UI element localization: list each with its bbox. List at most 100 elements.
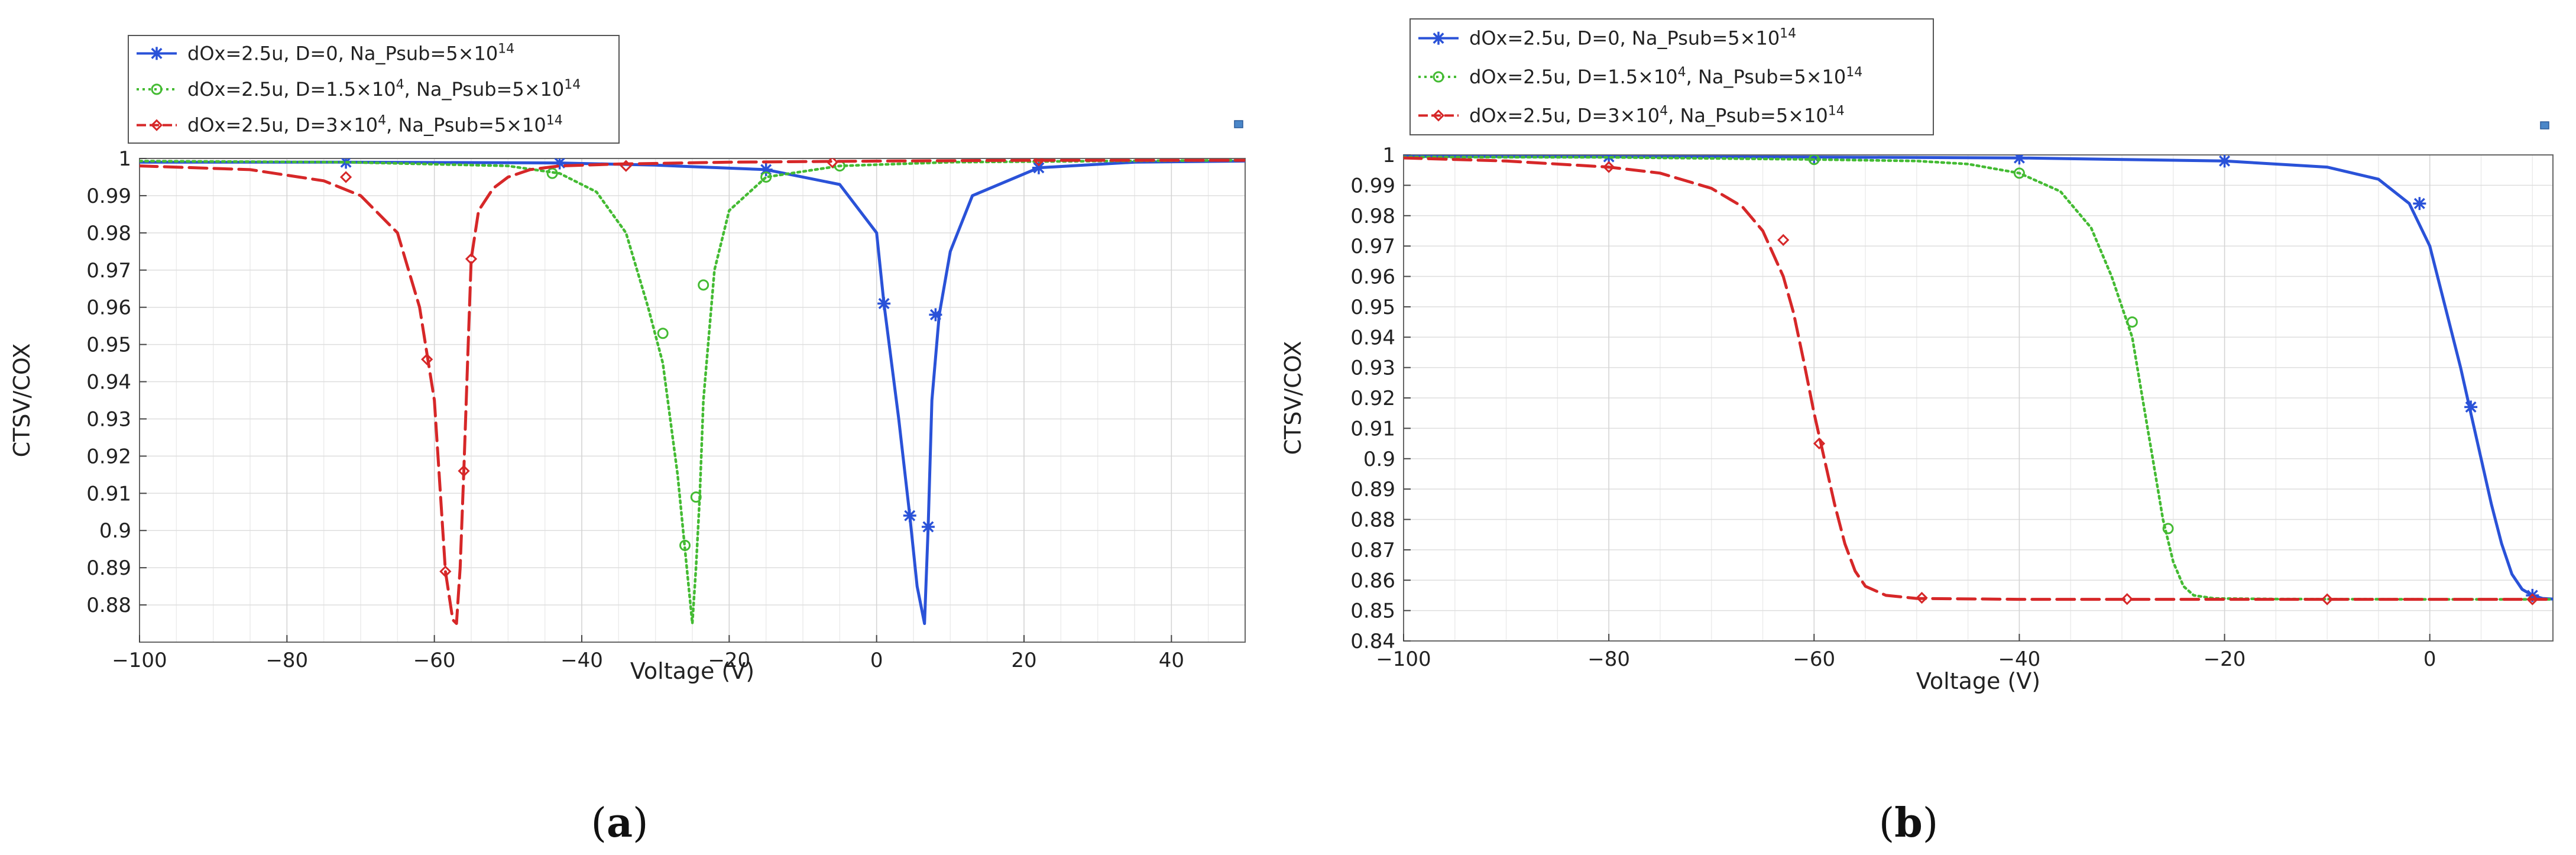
y-tick-label: 0.95 (86, 333, 131, 357)
y-tick-label: 0.88 (86, 594, 131, 617)
series-3 (140, 158, 1245, 625)
legend-marker (1432, 31, 1445, 45)
y-axis-label: CTSV/COX (1280, 341, 1306, 455)
series-marker-3 (421, 353, 433, 365)
series-marker-3 (1603, 161, 1615, 173)
legend-marker (1432, 109, 1445, 122)
panel-caption: (b) (1879, 799, 1939, 847)
y-tick-label: 0.92 (1350, 387, 1395, 410)
series-marker-1 (2413, 197, 2426, 210)
y-tick-label: 0.97 (86, 259, 131, 283)
legend: dOx=2.5u, D=0, Na_Psub=5×1014 dOx=2.5u, D… (1409, 18, 1934, 135)
y-tick-label: 0.94 (1350, 326, 1395, 349)
legend-box (1409, 18, 1934, 135)
y-tick-label: 0.91 (1350, 417, 1395, 441)
series-line-1 (140, 159, 1245, 625)
series-marker-3 (1032, 158, 1045, 167)
x-tick-label: −80 (265, 649, 308, 672)
series-marker-2 (657, 328, 669, 339)
series-marker-2 (1808, 155, 1820, 166)
series-marker-2 (2013, 167, 2025, 179)
series-line-3 (1404, 156, 2553, 601)
series-marker-1 (2013, 155, 2026, 165)
x-tick-label: −20 (2204, 647, 2246, 671)
x-tick-label: −100 (112, 649, 167, 672)
y-tick-label: 0.92 (86, 445, 131, 468)
y-tick-label: 0.93 (1350, 357, 1395, 380)
series-marker-1 (2218, 155, 2231, 168)
series-marker-2 (2126, 316, 2138, 328)
series-marker-1 (877, 297, 891, 310)
y-tick-label: 0.9 (99, 519, 131, 543)
series-marker-3 (465, 252, 478, 265)
series-marker-2 (2162, 523, 2174, 535)
chart-panel-b: −100 −80 −60 −40 −20 0 0.84 0.85 0.86 0.87 0.88 0.8… (1280, 18, 2554, 847)
x-tick-label: 40 (1159, 649, 1184, 672)
y-tick-label: 0.86 (1350, 569, 1395, 592)
series-marker-1 (921, 520, 935, 533)
legend-marker (1433, 71, 1444, 83)
x-tick-label: −60 (413, 649, 456, 672)
series-marker-3 (458, 465, 470, 477)
series-marker-3 (2526, 593, 2539, 605)
x-tick-label: −20 (708, 649, 750, 672)
series-line-3 (140, 158, 1245, 625)
y-tick-label: 0.95 (1350, 296, 1395, 319)
legend-label: dOx=2.5u, D=1.5×104, Na_Psub=5×1014 (187, 77, 581, 101)
series-2 (140, 158, 1245, 625)
series-marker-2 (679, 539, 691, 551)
series-marker-2 (698, 279, 709, 291)
legend-label: dOx=2.5u, D=3×104, Na_Psub=5×1014 (187, 113, 563, 137)
legend-marker (151, 83, 163, 95)
y-tick-label: 0.93 (86, 407, 131, 431)
y-tick-label: 1 (1382, 144, 1395, 167)
legend-label: dOx=2.5u, D=0, Na_Psub=5×1014 (187, 41, 514, 65)
series-line-2 (140, 158, 1245, 625)
plot-frame (139, 158, 1246, 643)
x-tick-label: −100 (1376, 647, 1431, 671)
x-tick-label: −60 (1793, 647, 1835, 671)
y-tick-label: 0.9 (1363, 448, 1395, 471)
series-line-1 (1404, 155, 2553, 601)
series-marker-2 (546, 167, 558, 179)
series-marker-3 (339, 171, 352, 183)
chart-panel-a: −100 −80 −60 −40 −20 0 20 40 0.88 0.89 0.9 0.91 0.92… (9, 35, 1246, 847)
x-tick-label: −40 (560, 649, 603, 672)
series-marker-2 (690, 491, 702, 503)
x-tick-label: 20 (1011, 649, 1036, 672)
series-marker-3 (826, 158, 838, 169)
panel-caption: (a) (591, 799, 648, 847)
y-tick-label: 0.85 (1350, 600, 1395, 623)
legend-label: dOx=2.5u, D=3×104, Na_Psub=5×1014 (1469, 103, 1845, 127)
y-tick-label: 0.97 (1350, 235, 1395, 258)
y-tick-label: 0.96 (1350, 265, 1395, 289)
legend-label: dOx=2.5u, D=0, Na_Psub=5×1014 (1469, 26, 1796, 50)
x-tick-label: 0 (2423, 647, 2436, 671)
x-axis-label: Voltage (V) (630, 658, 754, 684)
y-axis-label: CTSV/COX (9, 344, 35, 458)
series-marker-1 (2464, 400, 2478, 414)
legend-box (128, 35, 620, 144)
series-marker-3 (620, 160, 632, 172)
x-tick-label: −40 (1998, 647, 2041, 671)
y-tick-label: 0.98 (86, 222, 131, 245)
series-marker-1 (903, 509, 916, 523)
y-tick-label: 0.99 (86, 184, 131, 208)
series-marker-3 (1813, 437, 1826, 450)
y-tick-label: 0.89 (86, 556, 131, 580)
legend-marker (150, 119, 163, 131)
y-tick-label: 0.89 (1350, 478, 1395, 501)
series-marker-3 (1916, 591, 1928, 604)
y-tick-label: 0.91 (86, 482, 131, 506)
x-axis-label: Voltage (V) (1916, 668, 2040, 694)
window-icon (2540, 121, 2549, 129)
series-marker-3 (2121, 592, 2133, 605)
series-marker-3 (439, 565, 452, 578)
legend: dOx=2.5u, D=0, Na_Psub=5×1014 dOx=2.5u, D… (128, 35, 620, 144)
y-tick-label: 0.88 (1350, 509, 1395, 532)
legend-marker (150, 47, 163, 60)
series-marker-1 (929, 308, 942, 322)
x-tick-label: 0 (870, 649, 883, 672)
series-marker-1 (1032, 161, 1045, 174)
